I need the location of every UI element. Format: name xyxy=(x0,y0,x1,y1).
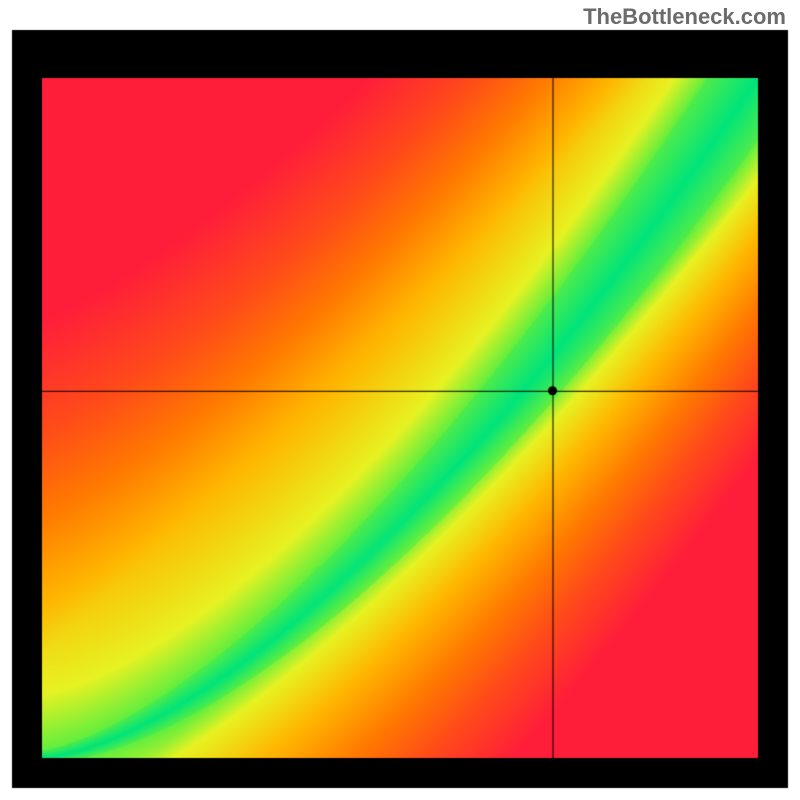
chart-container: TheBottleneck.com xyxy=(0,0,800,800)
watermark-text: TheBottleneck.com xyxy=(583,4,786,30)
bottleneck-heatmap xyxy=(0,0,800,800)
